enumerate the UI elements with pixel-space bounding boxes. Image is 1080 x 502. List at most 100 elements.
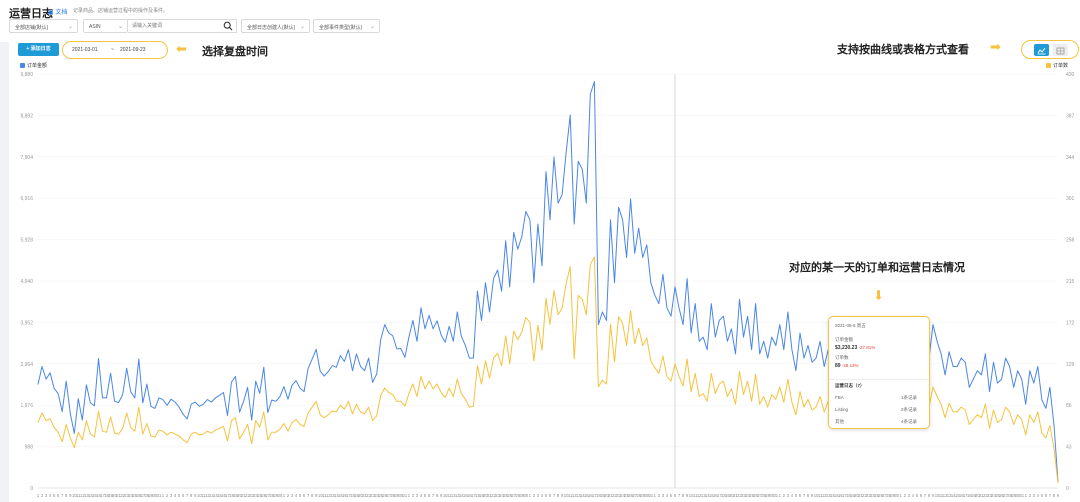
x-tick-label: 27 xyxy=(386,493,391,498)
x-tick-label: 10 xyxy=(318,493,323,498)
x-tick-label: 5 xyxy=(795,493,798,498)
line-chart-icon xyxy=(1037,47,1046,55)
x-tick-label: 23 xyxy=(249,493,254,498)
x-tick-label: 15 xyxy=(463,493,468,498)
x-tick-label: 14 xyxy=(88,493,93,498)
x-tick-label: 4 xyxy=(295,493,298,498)
y-tick-label-left: 0 xyxy=(30,486,33,492)
x-tick-label: 4 xyxy=(912,493,915,498)
x-tick-label: 16 xyxy=(588,493,593,498)
x-tick-label: 15 xyxy=(955,493,960,498)
x-tick-label: 10 xyxy=(443,493,448,498)
x-tick-label: 27 xyxy=(632,493,637,498)
tooltip-divider xyxy=(829,379,929,380)
x-tick-label: 2 xyxy=(166,493,169,498)
x-tick-label: 6 xyxy=(920,493,923,498)
x-tick-label: 14 xyxy=(951,493,956,498)
x-tick-label: 1 xyxy=(900,493,903,498)
x-tick-label: 22 xyxy=(983,493,988,498)
x-tick-label: 29 xyxy=(765,493,770,498)
x-tick-label: 7 xyxy=(924,493,927,498)
doc-link[interactable]: ▣ 文档 xyxy=(48,7,67,16)
y-tick-label-right: 86 xyxy=(1066,403,1072,409)
y-tick-label-left: 9,880 xyxy=(20,72,33,78)
page-title: 运营日志 xyxy=(9,8,53,20)
x-tick-label: 2 xyxy=(783,493,786,498)
x-tick-label: 5 xyxy=(1041,493,1044,498)
tooltip-amount-change: -27.81% xyxy=(858,345,876,350)
asin-type-select[interactable]: ASIN ⌄ xyxy=(83,19,128,33)
x-tick-label: 21 xyxy=(487,493,492,498)
x-tick-label: 22 xyxy=(612,493,617,498)
tooltip-log-count: 1条记录 xyxy=(901,395,918,400)
x-tick-label: 28 xyxy=(390,493,395,498)
tooltip-amount: $3,230.23 -27.81% xyxy=(835,345,875,351)
y-tick-label-left: 988 xyxy=(25,445,34,451)
search-input[interactable] xyxy=(128,19,237,33)
x-tick-label: 13 xyxy=(455,493,460,498)
x-tick-label: 27 xyxy=(1003,493,1008,498)
x-tick-label: 31 xyxy=(773,493,778,498)
x-tick-label: 13 xyxy=(701,493,706,498)
date-start: 2021-03-01 xyxy=(72,47,98,53)
x-tick-label: 28 xyxy=(515,493,520,498)
table-view-button[interactable] xyxy=(1053,44,1068,56)
x-tick-label: 1 xyxy=(529,493,532,498)
x-tick-label: 24 xyxy=(128,493,133,498)
tooltip-orders-label: 订单数 xyxy=(835,355,849,360)
x-tick-label: 27 xyxy=(140,493,145,498)
x-tick-label: 6 xyxy=(428,493,431,498)
x-tick-label: 19 xyxy=(725,493,730,498)
date-range-picker[interactable]: 2021-03-01 ~ 2021-09-23 xyxy=(62,41,168,59)
x-tick-label: 18 xyxy=(229,493,234,498)
x-tick-label: 8 xyxy=(311,493,314,498)
date-separator: ~ xyxy=(111,47,114,53)
x-tick-label: 12 xyxy=(822,493,827,498)
x-tick-label: 2 xyxy=(1029,493,1032,498)
search-icon[interactable] xyxy=(223,21,233,31)
x-tick-label: 16 xyxy=(838,493,843,498)
doc-link-label: 文档 xyxy=(55,10,68,16)
x-tick-label: 28 xyxy=(886,493,891,498)
asin-type-value: ASIN xyxy=(89,24,101,30)
x-tick-label: 28 xyxy=(145,493,150,498)
x-tick-label: 8 xyxy=(1053,493,1056,498)
x-tick-label: 14 xyxy=(705,493,710,498)
line-chart-view-button[interactable] xyxy=(1034,44,1049,56)
tooltip-log-count: 4条记录 xyxy=(901,419,918,424)
x-tick-label: 4 xyxy=(174,493,177,498)
x-tick-label: 26 xyxy=(878,493,883,498)
legend-amount[interactable]: 订单金额 xyxy=(20,62,47,69)
x-tick-label: 6 xyxy=(549,493,552,498)
x-tick-label: 25 xyxy=(874,493,879,498)
x-tick-label: 13 xyxy=(947,493,952,498)
event-type-select[interactable]: 全部事件类型(默认) ⌄ xyxy=(313,19,380,33)
x-tick-label: 6 xyxy=(674,493,677,498)
x-tick-label: 19 xyxy=(108,493,113,498)
y-tick-label-right: 0 xyxy=(1066,486,1069,492)
legend-orders[interactable]: 订单数 xyxy=(1046,62,1068,69)
tooltip-orders: 89 -28.12% xyxy=(835,363,859,369)
x-tick-label: 14 xyxy=(830,493,835,498)
x-tick-label: 9 xyxy=(194,493,197,498)
x-tick-label: 30 xyxy=(153,493,158,498)
x-tick-label: 24 xyxy=(991,493,996,498)
x-tick-label: 6 xyxy=(182,493,185,498)
add-log-button[interactable]: + 添加日志 xyxy=(18,43,59,56)
chevron-down-icon: ⌄ xyxy=(369,24,375,30)
x-tick-label: 12 xyxy=(572,493,577,498)
tooltip-date: 2021-08-6 周五 xyxy=(835,323,866,328)
x-tick-label: 24 xyxy=(253,493,258,498)
x-tick-label: 13 xyxy=(826,493,831,498)
x-tick-label: 4 xyxy=(49,493,52,498)
x-tick-label: 21 xyxy=(241,493,246,498)
x-tick-label: 11 xyxy=(818,493,823,498)
shop-select[interactable]: 全部店铺(默认) ⌄ xyxy=(9,19,78,33)
x-tick-label: 3 xyxy=(908,493,911,498)
log-creator-select[interactable]: 全部日志创建人(默认) ⌄ xyxy=(241,19,310,33)
x-tick-label: 3 xyxy=(537,493,540,498)
arrow-right-icon: ➡ xyxy=(990,39,1001,54)
x-tick-label: 8 xyxy=(682,493,685,498)
x-tick-label: 22 xyxy=(491,493,496,498)
